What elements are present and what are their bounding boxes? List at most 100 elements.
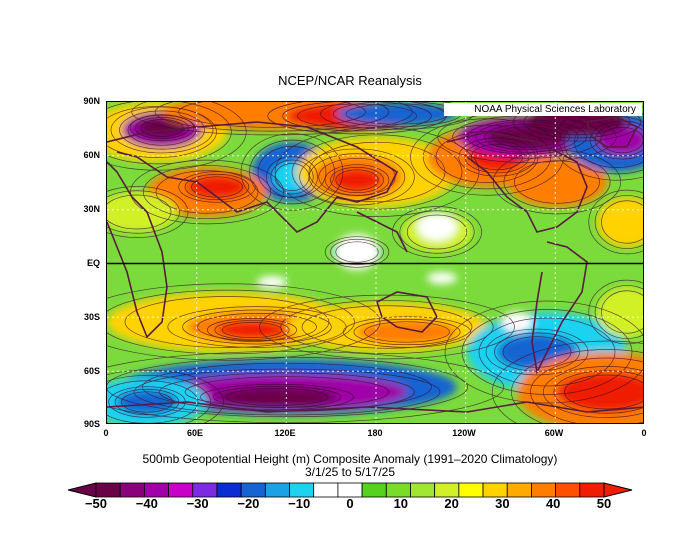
colorbar-label: 20 bbox=[444, 496, 459, 511]
contour-line bbox=[530, 357, 643, 423]
colorbar-swatch bbox=[240, 482, 266, 498]
chart-title: NCEP/NCAR Reanalysis bbox=[278, 73, 422, 88]
contour-line bbox=[121, 391, 173, 413]
contour-line bbox=[458, 137, 536, 177]
contour-line bbox=[342, 316, 472, 348]
lat-label-eq: EQ bbox=[86, 258, 100, 268]
contour-line bbox=[142, 165, 272, 219]
colorbar-swatch bbox=[192, 482, 218, 498]
contour-line bbox=[107, 106, 217, 158]
lon-label-60e: 60E bbox=[186, 428, 203, 438]
colorbar-swatch bbox=[531, 482, 557, 498]
colorbar-swatch bbox=[289, 482, 315, 498]
contour-line bbox=[124, 296, 330, 348]
contour-line bbox=[107, 289, 355, 355]
colorbar-swatch bbox=[95, 482, 121, 498]
contour-line bbox=[335, 169, 379, 191]
contour-line bbox=[131, 102, 413, 136]
colorbar-label: −10 bbox=[288, 496, 311, 511]
colorbar-swatch bbox=[579, 482, 605, 498]
contour-line bbox=[444, 300, 643, 404]
contour-line bbox=[511, 349, 643, 423]
contour-line bbox=[107, 190, 180, 234]
colorbar-swatch bbox=[216, 482, 242, 498]
contour-line bbox=[107, 102, 232, 165]
anomaly-region-21 bbox=[107, 192, 177, 232]
near-zero-region-3 bbox=[427, 272, 457, 284]
near-zero-region-1 bbox=[417, 213, 457, 241]
contour-line bbox=[588, 279, 643, 345]
colorbar-label: −20 bbox=[237, 496, 260, 511]
colorbar-swatch bbox=[385, 482, 411, 498]
anomaly-region-39 bbox=[597, 287, 643, 337]
contour-line bbox=[299, 148, 415, 206]
contour-line bbox=[335, 241, 379, 263]
contour-line bbox=[182, 309, 332, 345]
contour-line bbox=[221, 322, 283, 339]
contour-line bbox=[589, 120, 643, 160]
contour-line bbox=[324, 236, 390, 268]
lat-label-90n: 90N bbox=[83, 96, 100, 106]
coastline-2 bbox=[356, 211, 408, 253]
contour-line bbox=[324, 164, 390, 196]
caption-line-1: 500mb Geopotential Height (m) Composite … bbox=[142, 452, 558, 466]
colorbar-label: 30 bbox=[495, 496, 510, 511]
anomaly-region-38 bbox=[117, 390, 177, 414]
contour-line bbox=[308, 153, 406, 201]
contour-line bbox=[594, 285, 643, 339]
colorbar-swatch bbox=[506, 482, 532, 498]
contour-line bbox=[270, 159, 314, 195]
lon-label-120e: 120E bbox=[274, 428, 296, 438]
colorbar-swatch bbox=[458, 482, 484, 498]
anomaly-region-9 bbox=[187, 175, 247, 199]
colorbar-swatch bbox=[410, 482, 436, 498]
colorbar-swatch bbox=[482, 482, 508, 498]
contour-line bbox=[107, 369, 224, 423]
contour-line bbox=[594, 195, 643, 249]
contour-line bbox=[266, 156, 318, 198]
contour-line bbox=[512, 102, 642, 142]
colorbar-label: 0 bbox=[346, 496, 354, 511]
coastline-4 bbox=[446, 131, 588, 233]
contour-line bbox=[392, 206, 482, 258]
coastline-6 bbox=[585, 116, 639, 148]
colorbar bbox=[67, 482, 633, 498]
colorbar-swatch bbox=[168, 482, 194, 498]
contour-line bbox=[107, 186, 189, 238]
colorbar-label: −40 bbox=[135, 496, 158, 511]
lon-label-120w: 120W bbox=[452, 428, 476, 438]
contour-line bbox=[406, 214, 468, 250]
contour-line bbox=[461, 309, 633, 395]
contour-line bbox=[212, 386, 342, 408]
contour-line bbox=[353, 318, 461, 346]
contour-line bbox=[601, 200, 643, 244]
caption-line-2: 3/1/25 to 5/17/25 bbox=[304, 465, 396, 479]
contour-line bbox=[478, 317, 616, 387]
coastline-7 bbox=[107, 401, 643, 413]
contour-line bbox=[154, 102, 390, 132]
contour-line bbox=[491, 340, 643, 423]
contour-line bbox=[485, 328, 589, 376]
contour-line bbox=[197, 313, 317, 341]
contour-line bbox=[588, 189, 643, 255]
colorbar-swatch bbox=[361, 482, 387, 498]
contour-line bbox=[133, 368, 441, 416]
contour-line bbox=[475, 121, 579, 153]
contour-line bbox=[214, 320, 290, 340]
lat-label-90s: 90S bbox=[83, 419, 100, 429]
contour-line bbox=[119, 110, 205, 150]
contour-line bbox=[207, 318, 297, 342]
colorbar-label: 10 bbox=[393, 496, 409, 511]
coastline-5 bbox=[531, 241, 588, 375]
contour-line bbox=[110, 106, 214, 154]
anomaly-region-36 bbox=[217, 387, 337, 407]
contour-line bbox=[155, 170, 259, 214]
contour-line bbox=[364, 321, 450, 343]
coastline-3 bbox=[376, 291, 438, 333]
contour-line bbox=[330, 166, 384, 194]
contour-line bbox=[130, 159, 284, 225]
colorbar-min-arrow bbox=[67, 482, 97, 498]
colorbar-swatch bbox=[264, 482, 290, 498]
contour-line bbox=[280, 300, 494, 354]
colorbar-swatch bbox=[119, 482, 145, 498]
